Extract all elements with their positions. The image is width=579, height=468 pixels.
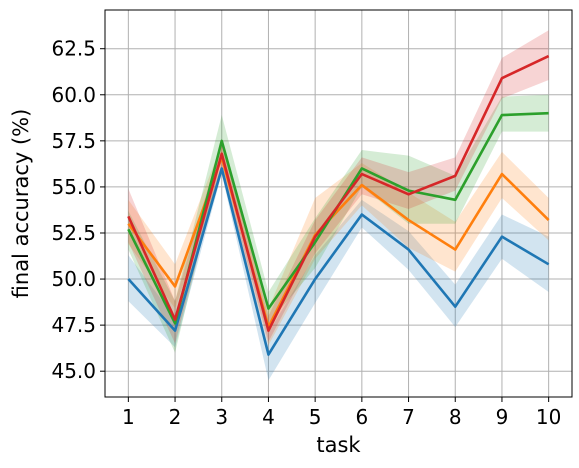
y-tick-label-62.5: 62.5 [51,37,96,61]
x-tick-label-2: 2 [169,405,182,429]
x-tick-label-3: 3 [215,405,228,429]
series-4-line [127,54,550,332]
x-tick-label-8: 8 [449,405,462,429]
series-1-line [127,167,550,356]
y-axis-ticks: 45.0 47.5 50.0 52.5 55.0 57.5 60.0 62.5 [51,37,105,383]
series-lines [127,54,550,356]
x-tick-label-4: 4 [262,405,275,429]
series-3-band [128,94,549,353]
y-tick-label-60.0: 60.0 [51,83,96,107]
y-axis-title: final accuracy (%) [9,109,33,299]
x-tick-label-5: 5 [309,405,322,429]
y-tick-label-45.0: 45.0 [51,359,96,383]
grid [105,10,572,397]
y-tick-label-50.0: 50.0 [51,267,96,291]
y-tick-label-57.5: 57.5 [51,129,96,153]
x-axis-ticks: 1 2 3 4 5 6 7 8 9 10 [122,397,561,429]
x-tick-label-9: 9 [496,405,509,429]
y-tick-label-47.5: 47.5 [51,313,96,337]
x-tick-label-7: 7 [402,405,415,429]
x-tick-label-1: 1 [122,405,135,429]
x-tick-label-6: 6 [355,405,368,429]
series-2-line [127,156,550,329]
x-tick-label-10: 10 [536,405,561,429]
x-axis-title: task [316,433,361,457]
y-tick-label-52.5: 52.5 [51,221,96,245]
y-tick-label-55.0: 55.0 [51,175,96,199]
plot-frame [104,9,573,398]
